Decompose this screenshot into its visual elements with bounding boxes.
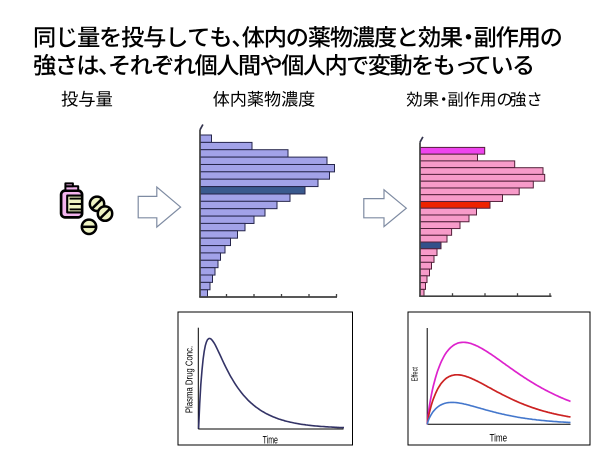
svg-text:Plasma Drug Conc.: Plasma Drug Conc. <box>183 346 194 413</box>
svg-text:Time: Time <box>263 434 278 446</box>
svg-text:Effect: Effect <box>412 367 420 381</box>
svg-text:Time: Time <box>490 432 508 445</box>
